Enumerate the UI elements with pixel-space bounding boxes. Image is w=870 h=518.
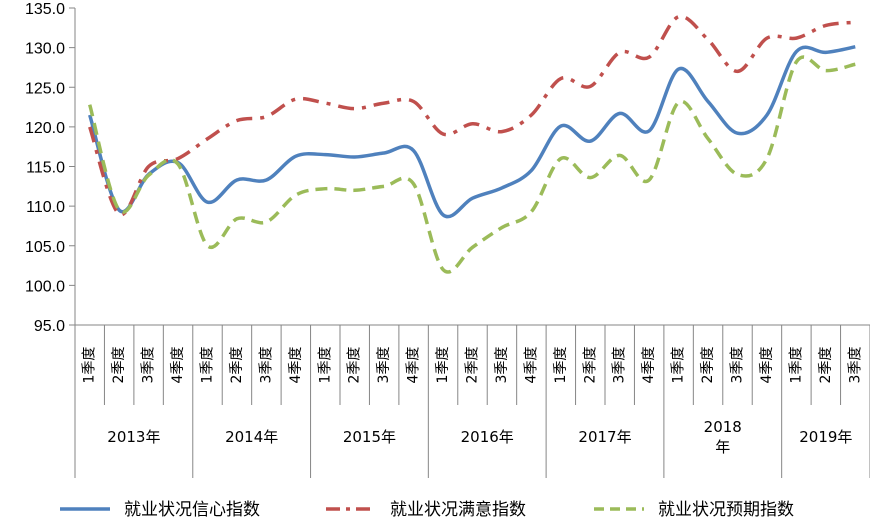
x-tick-label: 2季度 xyxy=(818,347,834,384)
y-tick-label: 120.0 xyxy=(25,120,65,137)
y-tick-label: 110.0 xyxy=(26,199,65,216)
x-tick-label: 3季度 xyxy=(847,347,863,384)
y-tick-label: 115.0 xyxy=(26,160,65,177)
x-tick-label: 4季度 xyxy=(523,347,539,384)
x-tick-label: 2季度 xyxy=(465,347,481,384)
legend-label-3: 就业状况预期指数 xyxy=(658,500,794,518)
year-label: 2017年 xyxy=(578,428,631,446)
x-tick-label: 3季度 xyxy=(376,347,392,384)
x-tick-label: 2季度 xyxy=(347,347,363,384)
year-label: 2014年 xyxy=(225,428,278,446)
series-line-3 xyxy=(88,55,856,274)
y-tick-label: 125.0 xyxy=(25,80,65,97)
legend-label-1: 就业状况信心指数 xyxy=(124,500,260,518)
series-line-2 xyxy=(88,14,856,217)
x-tick-label: 2季度 xyxy=(111,347,127,384)
y-tick-label: 100.0 xyxy=(25,278,65,295)
x-tick-label: 4季度 xyxy=(641,347,657,384)
x-tick-label: 3季度 xyxy=(141,347,157,384)
x-tick-label: 2季度 xyxy=(582,347,598,384)
x-tick-label: 1季度 xyxy=(200,347,216,384)
x-tick-label: 3季度 xyxy=(258,347,274,384)
x-tick-label: 3季度 xyxy=(612,347,628,384)
x-tick-label: 1季度 xyxy=(553,347,569,384)
y-tick-label: 130.0 xyxy=(25,41,65,58)
y-tick-label: 135.0 xyxy=(25,1,65,18)
y-tick-label: 105.0 xyxy=(25,239,65,256)
year-label: 2018 xyxy=(704,418,742,436)
year-label: 2015年 xyxy=(343,428,396,446)
legend: 就业状况信心指数 就业状况满意指数 就业状况预期指数 xyxy=(60,500,794,518)
axes-layer: 95.0 100.0 105.0 110.0 115.0 120.0 125.0 130.0 1… xyxy=(25,1,870,478)
series-layer xyxy=(88,14,856,274)
x-tick-label: 2季度 xyxy=(229,347,245,384)
x-tick-label: 1季度 xyxy=(317,347,333,384)
year-label: 2016年 xyxy=(461,428,514,446)
legend-label-2: 就业状况满意指数 xyxy=(390,500,526,518)
x-tick-label: 1季度 xyxy=(82,347,98,384)
x-tick-label: 4季度 xyxy=(759,347,775,384)
x-tick-label: 4季度 xyxy=(288,347,304,384)
year-label: 年 xyxy=(715,438,730,456)
x-tick-label: 4季度 xyxy=(170,347,186,384)
x-tick-label: 2季度 xyxy=(700,347,716,384)
y-tick-label: 95.0 xyxy=(34,318,65,335)
x-tick-label: 1季度 xyxy=(671,347,687,384)
x-tick-label: 1季度 xyxy=(788,347,804,384)
x-tick-label: 3季度 xyxy=(730,347,746,384)
x-tick-label: 4季度 xyxy=(406,347,422,384)
year-label: 2013年 xyxy=(107,428,160,446)
series-line-1 xyxy=(88,45,856,219)
x-tick-label: 1季度 xyxy=(435,347,451,384)
x-tick-label: 3季度 xyxy=(494,347,510,384)
year-label: 2019年 xyxy=(799,428,852,446)
